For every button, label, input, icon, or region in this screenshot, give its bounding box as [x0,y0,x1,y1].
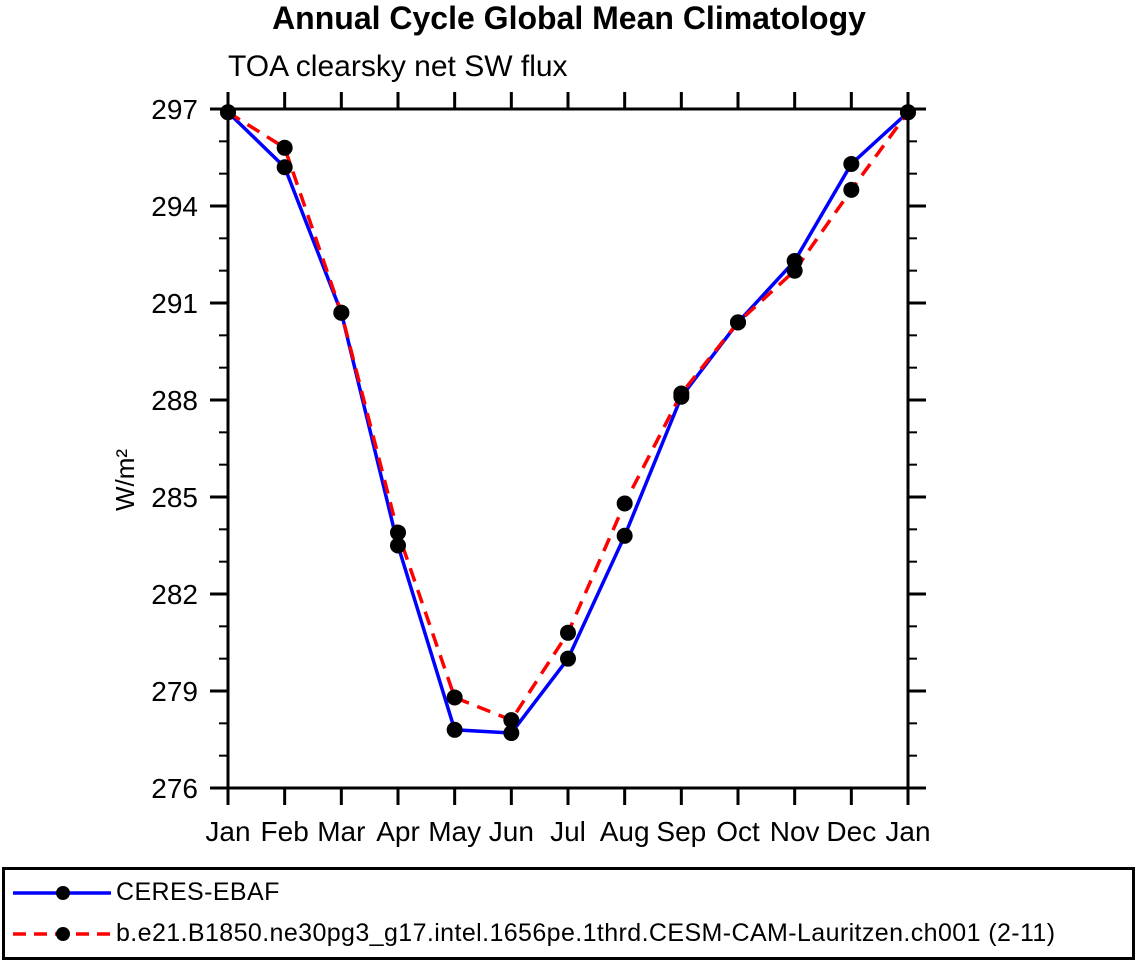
x-tick-label: Jan [885,816,930,847]
x-tick-label: Mar [317,816,365,847]
x-tick-label: Sep [656,816,706,847]
axis-tick-labels: Jan Feb Mar Apr May Jun Jul Aug Sep Oct Nov Dec Jan2… [151,94,930,847]
data-point [616,495,633,512]
data-point [390,524,406,541]
legend-entry: b.e21.B1850.ne30pg3_g17.intel.1656pe.1th… [5,913,1132,954]
x-tick-label: Jul [550,816,586,847]
y-tick-label: 282 [151,579,198,610]
plot-area: Jan Feb Mar Apr May Jun Jul Aug Sep Oct Nov Dec Jan2… [151,92,931,847]
y-tick-label: 294 [151,191,198,222]
data-point-markers [220,104,916,742]
legend-swatch-0 [13,885,111,900]
y-tick-label: 276 [151,773,198,804]
data-point [276,139,293,156]
y-tick-label: 285 [151,482,198,513]
x-tick-label: Jan [205,816,250,847]
data-point [560,650,576,667]
y-tick-label: 297 [151,94,198,125]
data-point [333,304,350,321]
data-point [786,262,803,279]
data-point [446,721,463,738]
data-point [446,689,463,706]
legend-label: CERES-EBAF [116,878,280,906]
legend-label: b.e21.B1850.ne30pg3_g17.intel.1656pe.1th… [116,919,1056,947]
data-point [673,385,690,402]
data-point [390,537,406,554]
chart-subtitle: TOA clearsky net SW flux [228,50,568,83]
data-point [560,624,576,641]
y-tick-label: 288 [151,385,198,416]
data-point [843,181,860,198]
legend-swatch-1 [13,926,111,941]
data-point [730,314,746,331]
y-tick-label: 291 [151,288,198,319]
legend-box: CERES-EBAF b.e21.B1850.ne30pg3_g17.intel.… [2,867,1135,960]
x-tick-label: Apr [376,816,420,847]
x-tick-label: Aug [600,816,650,847]
x-tick-label: Jun [489,816,534,847]
y-tick-label: 279 [151,676,198,707]
data-point [503,712,520,729]
legend-entry: CERES-EBAF [5,872,1132,913]
data-point [276,159,293,176]
x-tick-label: Oct [716,816,760,847]
data-point [503,725,520,742]
plot-frame [226,107,910,790]
axis-ticks [210,92,926,805]
x-tick-label: Nov [770,816,820,847]
x-tick-label: Feb [261,816,309,847]
x-tick-label: May [428,816,481,847]
data-point [843,155,860,172]
chart-title: Annual Cycle Global Mean Climatology [272,0,866,36]
data-point [616,527,633,544]
x-tick-label: Dec [826,816,876,847]
